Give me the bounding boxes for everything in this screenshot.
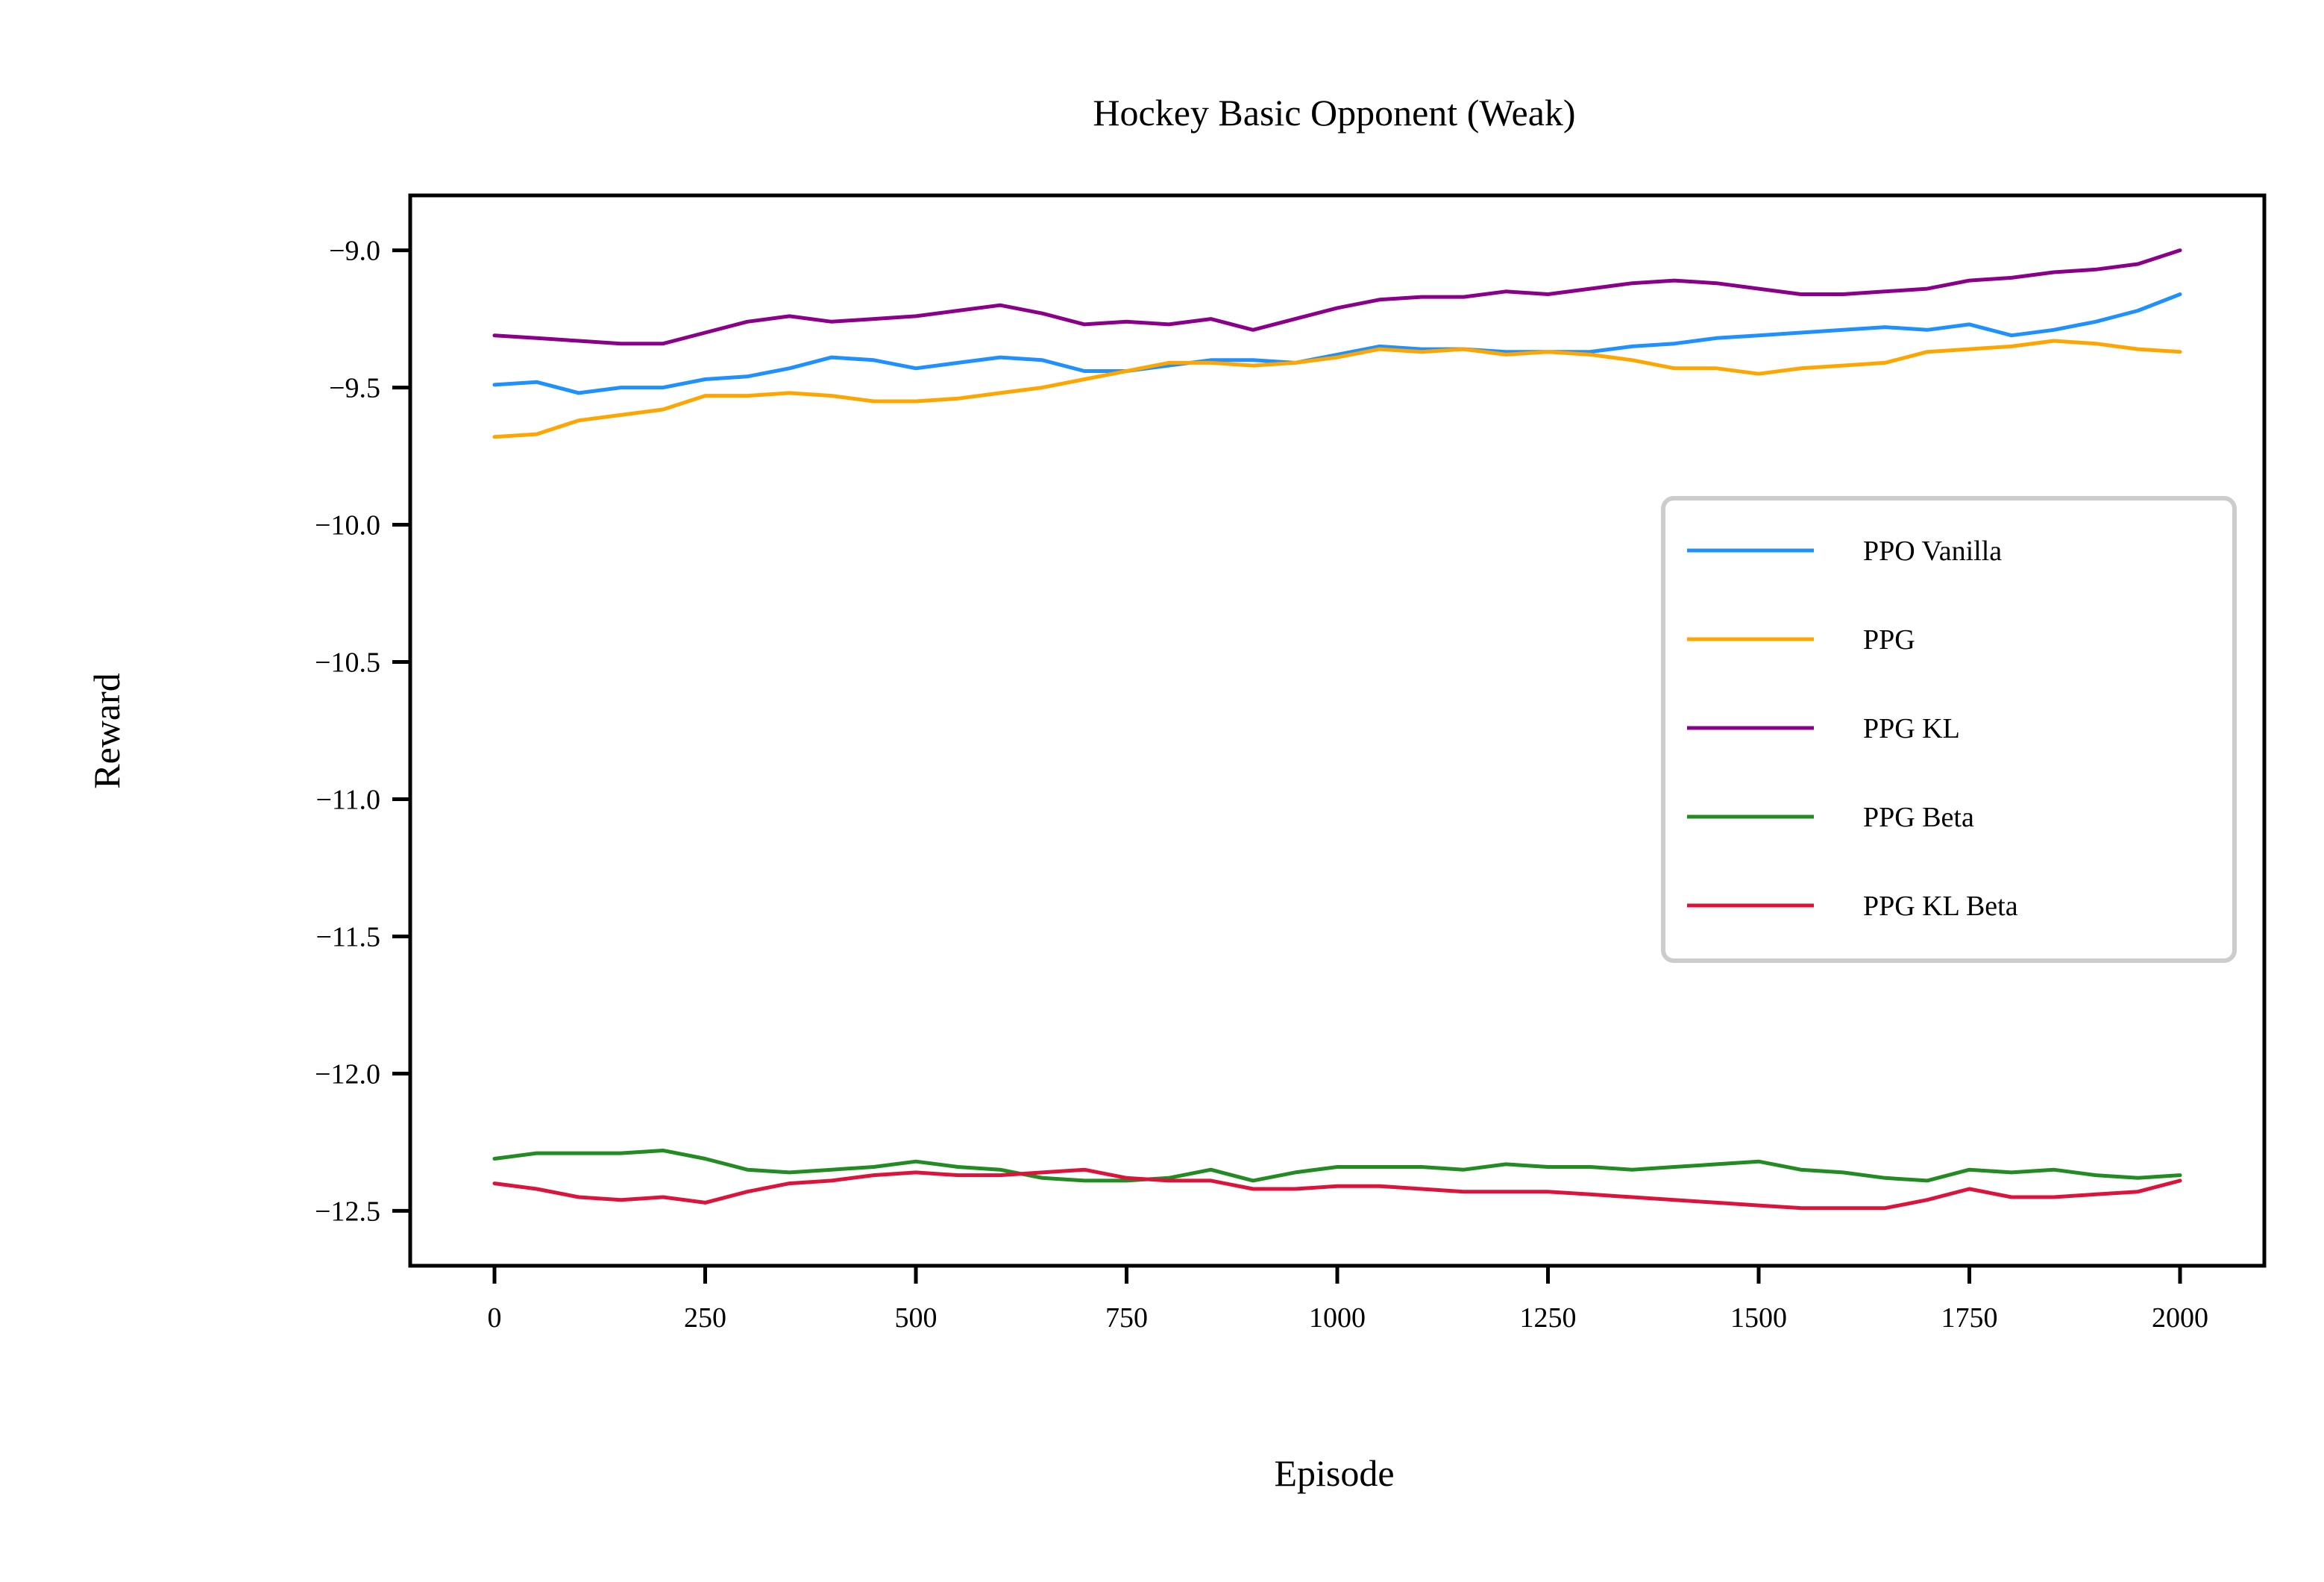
x-tick-label: 250 bbox=[684, 1302, 726, 1334]
legend: PPO Vanilla PPG PPG KL PPG Beta PPG KL Beta bbox=[1663, 498, 2235, 961]
x-tick-label: 2000 bbox=[2152, 1302, 2208, 1334]
x-tick-label: 750 bbox=[1105, 1302, 1148, 1334]
x-tick-label: 1250 bbox=[1520, 1302, 1577, 1334]
legend-label-ppg-kl-beta: PPG KL Beta bbox=[1863, 891, 2018, 922]
y-tick-label: −9.0 bbox=[329, 236, 380, 267]
y-tick-label: −12.0 bbox=[315, 1058, 380, 1090]
y-tick-label: −11.0 bbox=[315, 784, 380, 815]
x-tick-label: 500 bbox=[895, 1302, 938, 1334]
x-axis-label: Episode bbox=[1274, 1452, 1394, 1494]
legend-label-ppo-vanilla: PPO Vanilla bbox=[1863, 536, 2002, 567]
y-axis-label: Reward bbox=[86, 673, 128, 789]
y-tick-label: −10.0 bbox=[315, 510, 380, 542]
y-tick-label: −11.5 bbox=[315, 921, 380, 952]
x-tick-label: 0 bbox=[488, 1302, 502, 1334]
legend-label-ppg: PPG bbox=[1863, 624, 1915, 656]
x-tick-label: 1750 bbox=[1941, 1302, 1998, 1334]
x-tick-label: 1500 bbox=[1730, 1302, 1787, 1334]
chart-title: Hockey Basic Opponent (Weak) bbox=[1093, 92, 1575, 134]
legend-label-ppg-kl: PPG KL bbox=[1863, 713, 1960, 744]
x-tick-label: 1000 bbox=[1309, 1302, 1366, 1334]
y-tick-label: −10.5 bbox=[315, 647, 380, 679]
y-tick-label: −9.5 bbox=[329, 373, 380, 404]
y-tick-label: −12.5 bbox=[315, 1196, 380, 1227]
legend-label-ppg-beta: PPG Beta bbox=[1863, 802, 1974, 833]
